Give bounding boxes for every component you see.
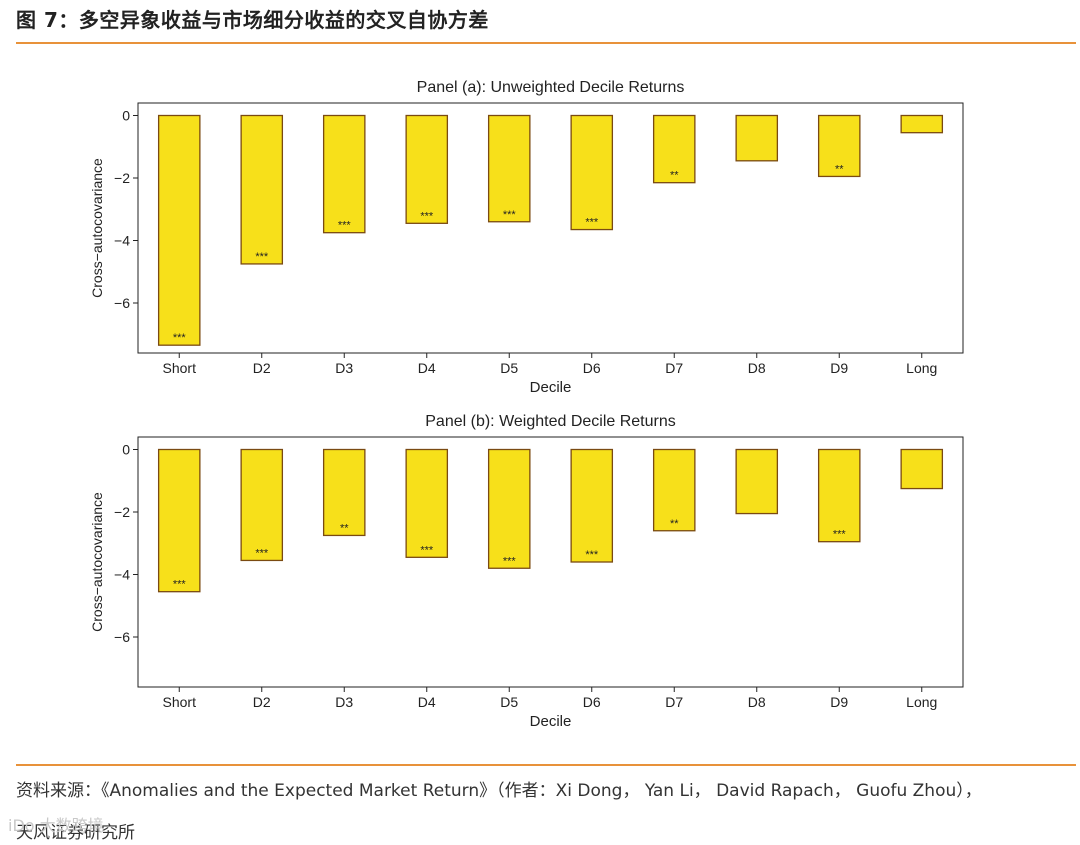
bar-d9	[817, 448, 861, 543]
significance-label: ***	[585, 549, 599, 561]
significance-label: ***	[338, 220, 352, 232]
x-tick-label: D4	[418, 694, 436, 710]
y-tick-label: −2	[114, 170, 130, 186]
bar-d3	[322, 448, 366, 537]
panel-title: Panel (a): Unweighted Decile Returns	[417, 79, 685, 96]
y-tick-label: −6	[114, 629, 130, 645]
x-tick-label: D2	[253, 694, 271, 710]
y-tick-label: 0	[122, 442, 130, 458]
bar-long	[900, 448, 944, 490]
significance-label: **	[340, 522, 349, 534]
significance-label: **	[670, 518, 679, 530]
bar-d2	[240, 114, 284, 265]
x-tick-label: Long	[906, 694, 937, 710]
y-tick-label: −4	[114, 567, 130, 583]
y-tick-label: −2	[114, 504, 130, 520]
watermark: iDo 大数跨境	[8, 816, 104, 835]
x-tick-label: D4	[418, 360, 436, 376]
bar-d8	[735, 448, 779, 515]
bar-d5	[487, 448, 531, 569]
x-tick-label: D5	[500, 694, 518, 710]
x-tick-label: D7	[665, 694, 683, 710]
x-tick-label: D6	[583, 694, 601, 710]
x-tick-label: D8	[748, 694, 766, 710]
bar-d3	[322, 114, 366, 234]
significance-label: ***	[255, 251, 269, 263]
bar-d5	[487, 114, 531, 223]
significance-label: ***	[420, 210, 434, 222]
bottom-divider	[16, 764, 1076, 766]
panel-title: Panel (b): Weighted Decile Returns	[425, 413, 676, 430]
significance-label: **	[670, 170, 679, 182]
bar-d6	[570, 114, 614, 231]
x-tick-label: D9	[830, 360, 848, 376]
significance-label: ***	[420, 544, 434, 556]
x-tick-label: D3	[335, 360, 353, 376]
plot-frame	[137, 102, 964, 354]
significance-label: ***	[255, 547, 269, 559]
significance-label: ***	[503, 209, 517, 221]
bar-d7	[652, 114, 696, 184]
bar-d9	[817, 114, 861, 178]
x-tick-label: Long	[906, 360, 937, 376]
source-note-institution: 天风证券研究所	[16, 823, 135, 843]
x-tick-label: D2	[253, 360, 271, 376]
significance-label: ***	[503, 555, 517, 567]
x-tick-label: D3	[335, 694, 353, 710]
y-tick-label: 0	[122, 108, 130, 124]
x-tick-label: D6	[583, 360, 601, 376]
x-tick-label: D9	[830, 694, 848, 710]
significance-label: **	[835, 163, 844, 175]
top-divider	[16, 42, 1076, 44]
x-tick-label: D7	[665, 360, 683, 376]
significance-label: ***	[833, 529, 847, 541]
bar-d2	[240, 448, 284, 562]
bar-short	[157, 448, 201, 593]
x-tick-label: D8	[748, 360, 766, 376]
x-axis-label: Decile	[530, 713, 572, 730]
bar-d8	[735, 114, 779, 162]
bar-d4	[405, 448, 449, 558]
significance-label: ***	[173, 579, 187, 591]
bar-short	[157, 114, 201, 346]
x-tick-label: Short	[163, 694, 197, 710]
y-tick-label: −6	[114, 295, 130, 311]
significance-label: ***	[585, 217, 599, 229]
figure-title: 图 7：多空异象收益与市场细分收益的交叉自协方差	[16, 8, 489, 32]
x-tick-label: D5	[500, 360, 518, 376]
bar-long	[900, 114, 944, 134]
significance-label: ***	[173, 332, 187, 344]
bar-d4	[405, 114, 449, 224]
y-tick-label: −4	[114, 233, 130, 249]
bar-d6	[570, 448, 614, 563]
x-tick-label: Short	[163, 360, 197, 376]
source-note: 资料来源：《Anomalies and the Expected Market …	[16, 781, 982, 801]
bar-d7	[652, 448, 696, 532]
y-axis-label: Cross−autocovariance	[89, 158, 105, 298]
x-axis-label: Decile	[530, 379, 572, 396]
y-axis-label: Cross−autocovariance	[89, 492, 105, 632]
chart-canvas: Panel (a): Unweighted Decile Returns 0 −2 −…	[89, 79, 964, 730]
plot-frame	[137, 436, 964, 688]
